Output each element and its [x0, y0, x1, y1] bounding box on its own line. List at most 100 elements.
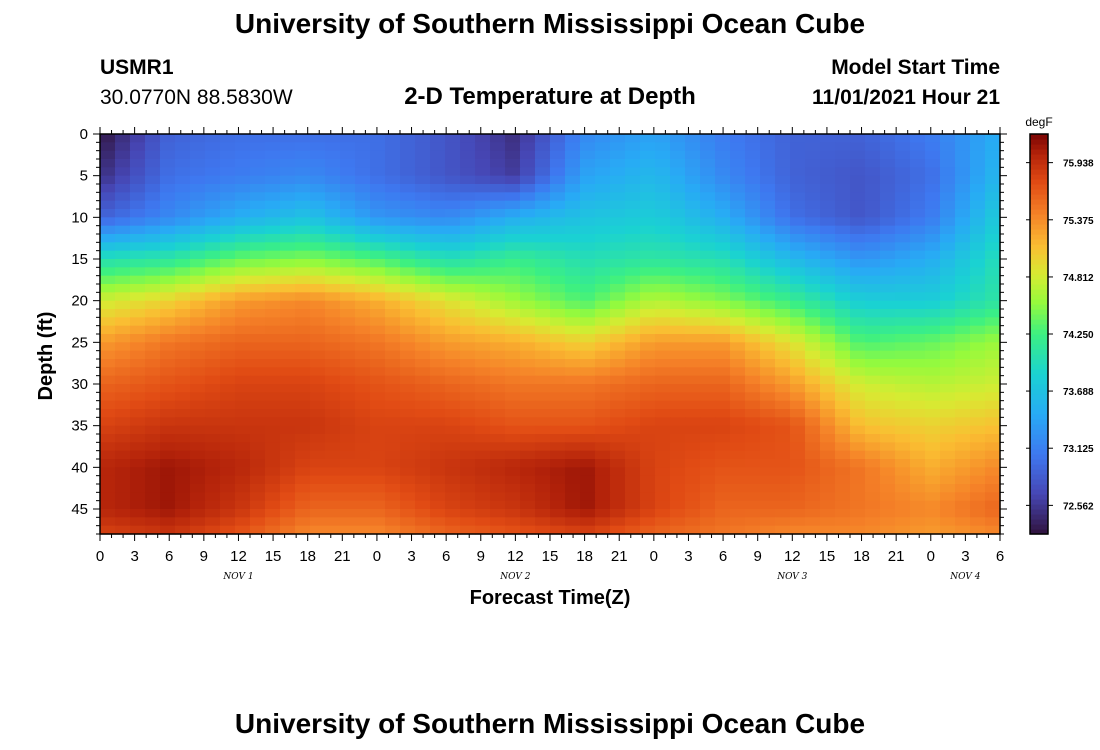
heatmap-cell: [835, 150, 851, 160]
heatmap-cell: [760, 234, 776, 243]
heatmap-cell: [610, 375, 626, 385]
heatmap-cell: [595, 242, 611, 252]
heatmap-cell: [190, 459, 206, 468]
heatmap-cell: [430, 317, 446, 327]
heatmap-cell: [640, 450, 656, 460]
heatmap-cell: [925, 517, 941, 527]
heatmap-cell: [835, 450, 851, 460]
heatmap-cell: [775, 492, 791, 502]
heatmap-cell: [715, 509, 731, 518]
heatmap-cell: [220, 334, 236, 343]
heatmap-cell: [985, 175, 1001, 185]
heatmap-cell: [325, 367, 341, 377]
heatmap-cell: [835, 175, 851, 185]
heatmap-cell: [430, 400, 446, 410]
heatmap-cell: [250, 342, 266, 352]
heatmap-cell: [505, 342, 521, 352]
heatmap-cell: [235, 475, 251, 485]
heatmap-cell: [370, 317, 386, 327]
heatmap-cell: [550, 450, 566, 460]
heatmap-cell: [325, 400, 341, 410]
heatmap-cell: [925, 384, 941, 393]
heatmap-cell: [265, 434, 281, 443]
heatmap-cell: [190, 250, 206, 260]
heatmap-cell: [760, 500, 776, 510]
heatmap-cell: [385, 492, 401, 502]
heatmap-cell: [895, 242, 911, 252]
heatmap-cell: [745, 350, 761, 360]
heatmap-cell: [220, 325, 236, 335]
heatmap-cell: [280, 359, 296, 368]
colorbar-segment: [1030, 199, 1048, 205]
heatmap-cell: [295, 492, 311, 502]
heatmap-cell: [565, 192, 581, 202]
heatmap-cell: [685, 159, 701, 168]
heatmap-cell: [505, 375, 521, 385]
heatmap-cell: [745, 267, 761, 277]
colorbar-segment: [1030, 149, 1048, 155]
heatmap-cell: [445, 225, 461, 235]
heatmap-cell: [280, 259, 296, 268]
colorbar-segment: [1030, 164, 1048, 170]
heatmap-cell: [490, 267, 506, 277]
heatmap-cell: [880, 150, 896, 160]
colorbar-segment: [1030, 289, 1048, 295]
heatmap-cell: [910, 250, 926, 260]
heatmap-cell: [610, 350, 626, 360]
heatmap-cell: [295, 442, 311, 452]
heatmap-cell: [775, 284, 791, 293]
heatmap-cell: [940, 134, 956, 143]
heatmap-cell: [685, 250, 701, 260]
station-coords: 30.0770N 88.5830W: [100, 86, 293, 109]
heatmap-cell: [235, 134, 251, 143]
heatmap-cell: [850, 175, 866, 185]
heatmap-cell: [820, 292, 836, 302]
heatmap-cell: [955, 342, 971, 352]
heatmap-cell: [550, 375, 566, 385]
heatmap-cell: [520, 225, 536, 235]
heatmap-cell: [505, 434, 521, 443]
heatmap-cell: [850, 334, 866, 343]
heatmap-cell: [565, 375, 581, 385]
heatmap-cell: [850, 309, 866, 318]
heatmap-cell: [940, 509, 956, 518]
heatmap-cell: [550, 242, 566, 252]
heatmap-cell: [265, 242, 281, 252]
day-label: NOV 4: [949, 572, 980, 582]
heatmap-cell: [805, 442, 821, 452]
heatmap-cell: [115, 284, 131, 293]
heatmap-cell: [850, 184, 866, 193]
heatmap-cell: [640, 492, 656, 502]
heatmap-cell: [235, 334, 251, 343]
heatmap-cell: [490, 167, 506, 177]
heatmap-cell: [430, 342, 446, 352]
heatmap-cell: [700, 225, 716, 235]
heatmap-cell: [325, 250, 341, 260]
heatmap-cell: [655, 175, 671, 185]
heatmap-cell: [190, 375, 206, 385]
heatmap-cell: [865, 442, 881, 452]
heatmap-cell: [370, 167, 386, 177]
heatmap-cell: [955, 200, 971, 210]
heatmap-cell: [595, 342, 611, 352]
heatmap-cell: [295, 242, 311, 252]
heatmap-cell: [370, 492, 386, 502]
heatmap-cell: [835, 400, 851, 410]
x-tick-label: 3: [130, 548, 138, 565]
heatmap-cell: [445, 159, 461, 168]
heatmap-cell: [415, 134, 431, 143]
heatmap-cell: [355, 184, 371, 193]
heatmap-cell: [145, 342, 161, 352]
heatmap-cell: [445, 242, 461, 252]
heatmap-cell: [850, 167, 866, 177]
heatmap-cell: [985, 484, 1001, 493]
heatmap-cell: [280, 492, 296, 502]
heatmap-cell: [475, 392, 491, 402]
heatmap-cell: [610, 517, 626, 527]
heatmap-cell: [775, 317, 791, 327]
heatmap-cell: [310, 384, 326, 393]
heatmap-cell: [835, 392, 851, 402]
heatmap-cell: [505, 384, 521, 393]
heatmap-cell: [130, 409, 146, 418]
heatmap-cell: [640, 242, 656, 252]
